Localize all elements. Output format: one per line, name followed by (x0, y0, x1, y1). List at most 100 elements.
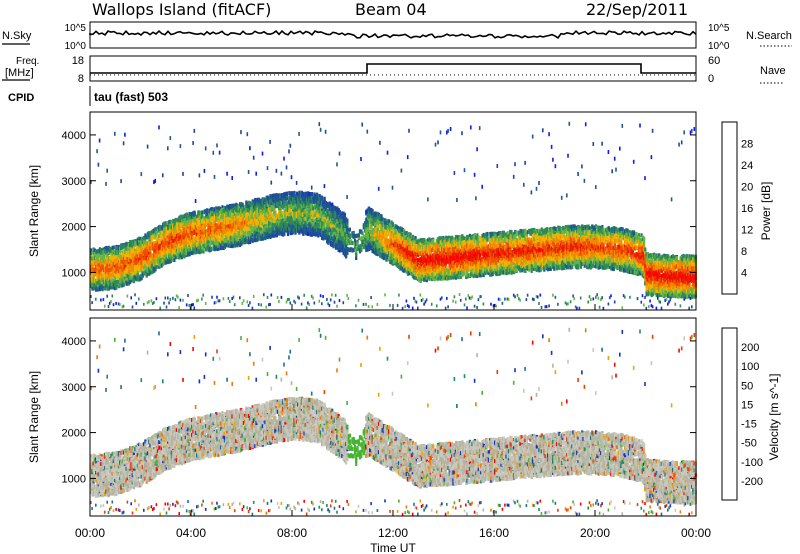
frequency-trace (90, 64, 696, 73)
power-cell (320, 294, 322, 297)
power-cell (158, 240, 160, 244)
power-cell (194, 307, 196, 310)
power-cell (148, 300, 150, 303)
power-cell (233, 296, 235, 299)
power-cell (186, 303, 188, 306)
power-cell (234, 303, 236, 306)
power-cell (281, 296, 283, 299)
power-cell (321, 302, 323, 305)
power-cell (192, 303, 194, 306)
frequency-panel: Freq. [MHz] 18 8 60 0 Nave (2, 55, 786, 85)
power-cell (223, 297, 225, 300)
power-cell (195, 199, 197, 203)
power-cell (308, 303, 310, 306)
power-cell (182, 299, 184, 302)
power-cell (269, 140, 271, 144)
power-cell (166, 306, 168, 309)
power-cell (266, 306, 268, 309)
noise-left-label: N.Sky (2, 30, 32, 42)
power-cell (132, 306, 134, 309)
power-cell (153, 301, 155, 304)
nave-tick-bottom: 0 (708, 73, 714, 85)
power-cell (127, 295, 129, 298)
power-cell (172, 297, 174, 300)
power-cell (199, 173, 201, 177)
power-cell (283, 157, 285, 161)
noise-right-label: N.Search (746, 30, 792, 42)
power-cell (290, 302, 292, 305)
power-cell (216, 143, 218, 147)
power-cell (106, 169, 108, 173)
power-cell (214, 175, 216, 179)
power-cell (276, 169, 278, 173)
power-cell (115, 302, 117, 305)
power-cell (286, 197, 288, 201)
power-cell (159, 307, 161, 310)
power-cell (253, 156, 255, 160)
power-cell (312, 297, 314, 300)
power-cell (106, 295, 108, 298)
power-cell (252, 307, 254, 310)
power-cell (120, 179, 122, 183)
power-cell (180, 299, 182, 302)
power-cell (311, 192, 313, 196)
power-cell (138, 298, 140, 301)
power-cell (298, 297, 300, 300)
power-cell (226, 172, 228, 176)
power-cell (202, 294, 204, 297)
power-cell (114, 132, 116, 136)
power-cell (113, 246, 115, 250)
freq-tick-bottom: 8 (78, 73, 84, 85)
power-cell (301, 303, 303, 306)
power-cell (191, 233, 193, 237)
power-cell (98, 163, 100, 167)
power-cell (91, 301, 93, 304)
power-cell (213, 151, 215, 155)
noise-sky-trace (90, 31, 696, 38)
power-cell (167, 226, 169, 230)
power-cell (278, 300, 280, 303)
power-cell (295, 301, 297, 304)
power-cell (124, 133, 126, 137)
power-cell (154, 179, 156, 183)
power-cell (187, 294, 189, 297)
power-cell (180, 144, 182, 148)
noise-left-tick-bottom: 10^0 (65, 41, 87, 52)
power-cell (260, 303, 262, 306)
power-cell (271, 181, 273, 185)
power-cell (110, 300, 112, 303)
power-cell (298, 193, 300, 197)
power-cell (94, 261, 96, 265)
power-cell (201, 210, 203, 214)
power-cell (197, 299, 199, 302)
power-cell (215, 301, 217, 304)
power-cell (119, 303, 121, 306)
power-cell (320, 128, 322, 132)
power-cell (319, 300, 321, 303)
power-cell (106, 264, 108, 268)
power-cell (286, 192, 288, 196)
power-cell (100, 299, 102, 302)
power-cell (206, 209, 208, 213)
power-cell (99, 139, 101, 143)
power-cell (240, 130, 242, 134)
power-cell (319, 122, 321, 126)
power-cell (249, 301, 251, 304)
power-cell (216, 296, 218, 299)
power-cell (306, 307, 308, 310)
power-cell (314, 302, 316, 305)
power-cell (249, 146, 251, 150)
power-cell (170, 298, 172, 301)
power-cell (204, 169, 206, 173)
power-cell (247, 132, 249, 136)
power-cell (192, 141, 194, 145)
power-cell (134, 293, 136, 296)
power-cell (130, 296, 132, 299)
date-title: 22/Sep/2011 (586, 0, 688, 19)
power-cell (322, 295, 324, 298)
power-cell (112, 295, 114, 298)
power-cell (263, 293, 265, 296)
power-cell (158, 125, 160, 129)
power-cell (283, 232, 285, 236)
